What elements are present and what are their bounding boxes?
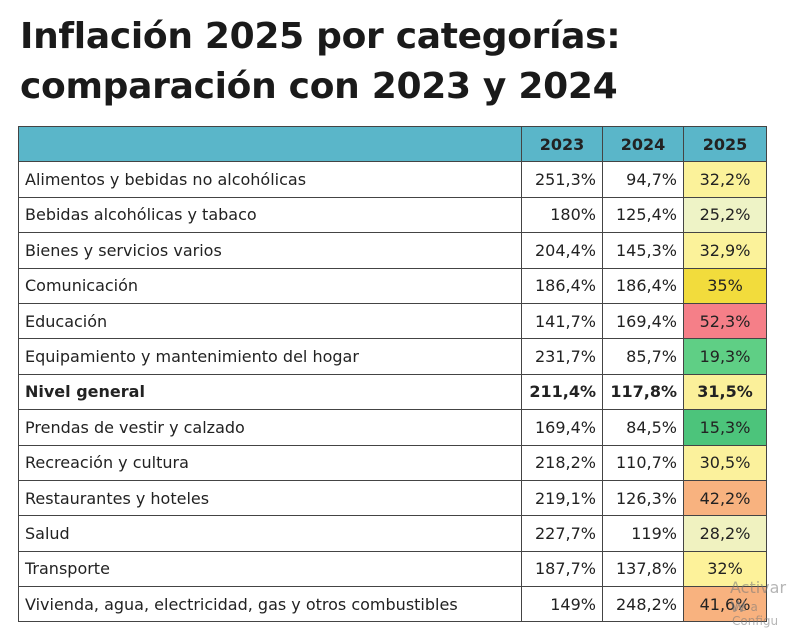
- value-cell: 187,7%: [521, 550, 603, 588]
- category-cell: Salud: [18, 515, 522, 552]
- value-cell: 180%: [521, 196, 603, 234]
- value-cell: 186,4%: [602, 267, 684, 304]
- value-cell: 85,7%: [602, 338, 684, 375]
- value-cell: 204,4%: [521, 232, 603, 269]
- category-cell: Comunicación: [18, 267, 522, 304]
- value-cell: 219,1%: [521, 479, 603, 517]
- column-header: 2023: [521, 125, 603, 163]
- table-row: Bebidas alcohólicas y tabaco 180% 125,4% 25…: [18, 196, 767, 234]
- watermark: Activar W: [730, 578, 787, 616]
- value-cell: 52,3%: [683, 302, 767, 340]
- column-header: 2025: [683, 125, 767, 163]
- table-row: Restaurantes y hoteles 219,1% 126,3% 42,2%: [18, 479, 767, 517]
- value-cell: 119%: [602, 515, 684, 552]
- table-row: Vivienda, agua, electricidad, gas y otro…: [18, 586, 767, 623]
- table-row: Recreación y cultura 218,2% 110,7% 30,5%: [18, 444, 767, 481]
- value-cell: 19,3%: [683, 338, 767, 375]
- category-cell: Recreación y cultura: [18, 444, 522, 481]
- value-cell: 211,4%: [521, 373, 603, 411]
- table-row: Equipamiento y mantenimiento del hogar 23…: [18, 338, 767, 375]
- category-cell: Vivienda, agua, electricidad, gas y otro…: [18, 586, 522, 623]
- value-cell: 145,3%: [602, 232, 684, 269]
- value-cell: 31,5%: [683, 373, 767, 411]
- value-cell: 84,5%: [602, 409, 684, 446]
- table-row: Nivel general 211,4% 117,8% 31,5%: [18, 373, 767, 411]
- title: Inflación 2025 por categorías: comparaci…: [20, 12, 621, 112]
- value-cell: 125,4%: [602, 196, 684, 234]
- category-cell: Alimentos y bebidas no alcohólicas: [18, 161, 522, 198]
- value-cell: 41,6%: [683, 586, 767, 623]
- value-cell: 141,7%: [521, 302, 603, 340]
- value-cell: 186,4%: [521, 267, 603, 304]
- category-cell: Bebidas alcohólicas y tabaco: [18, 196, 522, 234]
- column-header: [18, 125, 522, 163]
- value-cell: 137,8%: [602, 550, 684, 588]
- value-cell: 35%: [683, 267, 767, 304]
- value-cell: 32%: [683, 550, 767, 588]
- category-cell: Nivel general: [18, 373, 522, 411]
- value-cell: 94,7%: [602, 161, 684, 198]
- inflation-table: 2023 2024 2025 Alimentos y bebidas no alco…: [18, 125, 767, 623]
- value-cell: 30,5%: [683, 444, 767, 481]
- value-cell: 218,2%: [521, 444, 603, 481]
- value-cell: 227,7%: [521, 515, 603, 552]
- value-cell: 28,2%: [683, 515, 767, 552]
- value-cell: 231,7%: [521, 338, 603, 375]
- value-cell: 110,7%: [602, 444, 684, 481]
- category-cell: Educación: [18, 302, 522, 340]
- value-cell: 117,8%: [602, 373, 684, 411]
- value-cell: 248,2%: [602, 586, 684, 623]
- value-cell: 32,2%: [683, 161, 767, 198]
- column-header: 2024: [602, 125, 684, 163]
- table-row: Salud 227,7% 119% 28,2%: [18, 515, 767, 552]
- category-cell: Prendas de vestir y calzado: [18, 409, 522, 446]
- table-row: Comunicación 186,4% 186,4% 35%: [18, 267, 767, 304]
- table-row: Alimentos y bebidas no alcohólicas 251,3%…: [18, 161, 767, 198]
- value-cell: 126,3%: [602, 479, 684, 517]
- table-row: Bienes y servicios varios 204,4% 145,3% 32,…: [18, 232, 767, 269]
- category-cell: Restaurantes y hoteles: [18, 479, 522, 517]
- value-cell: 42,2%: [683, 479, 767, 517]
- value-cell: 169,4%: [521, 409, 603, 446]
- title-line: Inflación 2025 por categorías:: [20, 16, 621, 57]
- header-row: 2023 2024 2025: [18, 125, 767, 163]
- table-row: Transporte 187,7% 137,8% 32%: [18, 550, 767, 588]
- table-row: Educación 141,7% 169,4% 52,3%: [18, 302, 767, 340]
- value-cell: 149%: [521, 586, 603, 623]
- category-cell: Transporte: [18, 550, 522, 588]
- value-cell: 169,4%: [602, 302, 684, 340]
- table-row: Prendas de vestir y calzado 169,4% 84,5% 15…: [18, 409, 767, 446]
- value-cell: 25,2%: [683, 196, 767, 234]
- value-cell: 32,9%: [683, 232, 767, 269]
- value-cell: 15,3%: [683, 409, 767, 446]
- value-cell: 251,3%: [521, 161, 603, 198]
- category-cell: Bienes y servicios varios: [18, 232, 522, 269]
- title-line: comparación con 2023 y 2024: [20, 66, 618, 107]
- watermark: Ve a Configu: [732, 600, 779, 628]
- category-cell: Equipamiento y mantenimiento del hogar: [18, 338, 522, 375]
